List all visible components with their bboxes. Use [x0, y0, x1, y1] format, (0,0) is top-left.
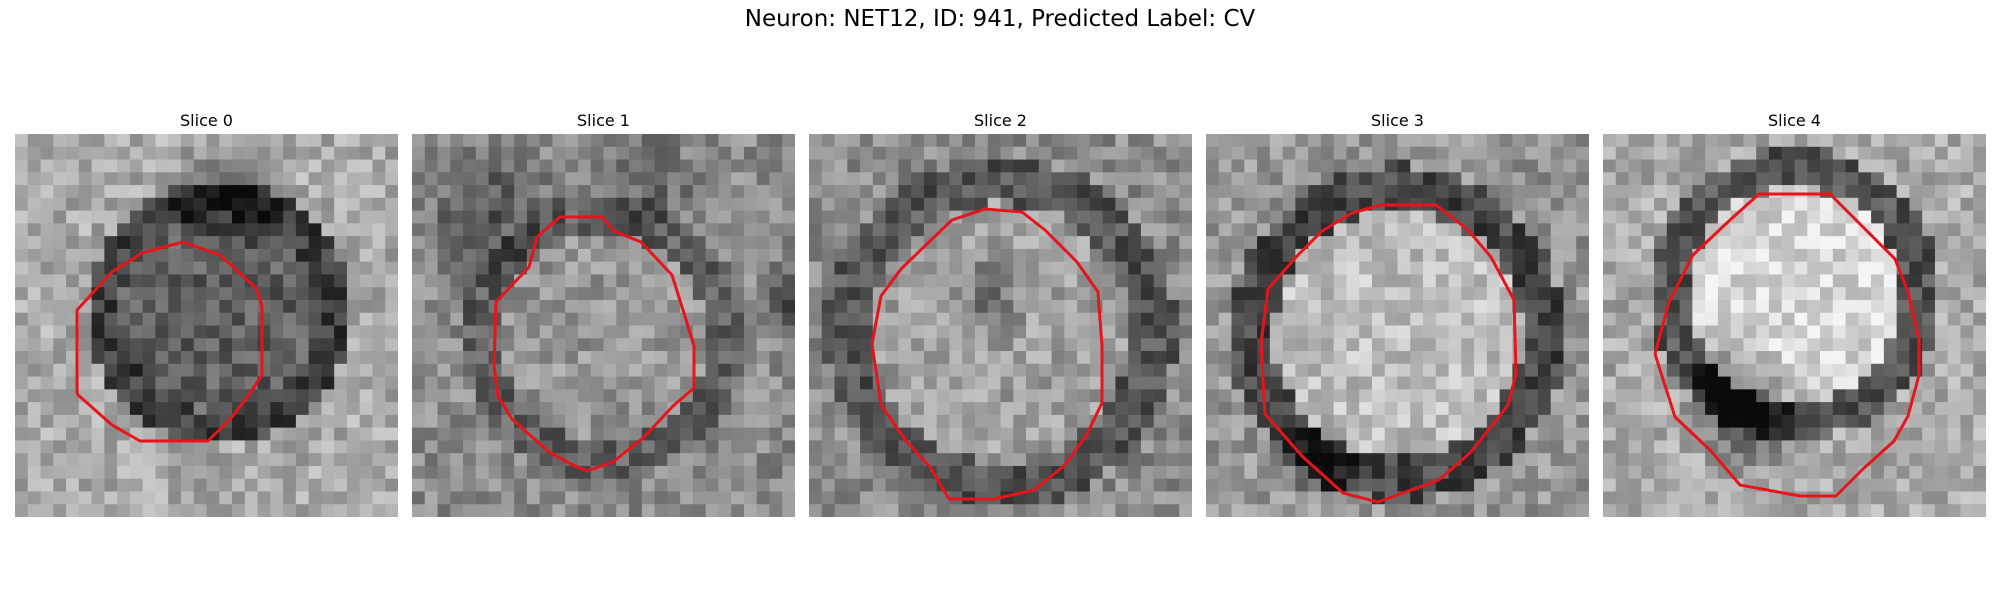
- contour-outline-2: [870, 207, 1104, 501]
- slice-title-1: Slice 1: [577, 111, 630, 130]
- contour-outline-1: [492, 215, 696, 473]
- pixel-grid-0: [15, 134, 398, 517]
- contour-outline-4: [1653, 192, 1921, 498]
- figure-title: Neuron: NET12, ID: 941, Predicted Label:…: [744, 6, 1256, 32]
- slice-panel-0: Slice 0: [15, 108, 398, 517]
- slice-image-1: [412, 134, 795, 517]
- slice-title-2: Slice 2: [974, 111, 1027, 130]
- pixel-grid-1: [412, 134, 795, 517]
- slice-image-2: [809, 134, 1192, 517]
- contour-outline-3: [1259, 203, 1518, 504]
- slice-image-4: [1603, 134, 1986, 517]
- slice-panel-2: Slice 2: [809, 108, 1192, 517]
- slice-panel-4: Slice 4: [1603, 108, 1986, 517]
- slice-title-3: Slice 3: [1371, 111, 1424, 130]
- slice-title-0: Slice 0: [180, 111, 233, 130]
- slice-image-3: [1206, 134, 1589, 517]
- slice-panel-3: Slice 3: [1206, 108, 1589, 517]
- slice-panel-1: Slice 1: [412, 108, 795, 517]
- pixel-grid-2: [809, 134, 1192, 517]
- pixel-grid-4: [1603, 134, 1986, 517]
- slice-title-4: Slice 4: [1768, 111, 1821, 130]
- slice-image-0: [15, 134, 398, 517]
- contour-outline-0: [75, 240, 264, 443]
- pixel-grid-3: [1206, 134, 1589, 517]
